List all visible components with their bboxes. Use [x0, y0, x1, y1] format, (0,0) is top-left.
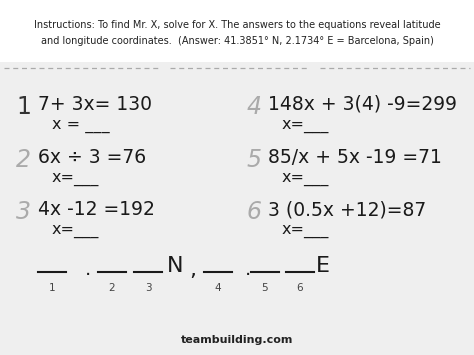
- Text: x=___: x=___: [282, 118, 329, 133]
- Text: teambuilding.com: teambuilding.com: [181, 335, 293, 345]
- Text: .: .: [245, 260, 251, 279]
- Text: 3 (0.5x +12)=87: 3 (0.5x +12)=87: [268, 200, 426, 219]
- Text: x=___: x=___: [52, 223, 100, 238]
- Text: x=___: x=___: [282, 171, 329, 186]
- Text: 4: 4: [247, 95, 262, 119]
- Text: E: E: [316, 256, 330, 276]
- Text: N: N: [167, 256, 183, 276]
- Text: 1: 1: [16, 95, 31, 119]
- Text: 6: 6: [297, 283, 303, 293]
- Text: 2: 2: [109, 283, 115, 293]
- Text: 4x -12 =192: 4x -12 =192: [38, 200, 155, 219]
- Text: ,: ,: [190, 260, 197, 280]
- Text: 85/x + 5x -19 =71: 85/x + 5x -19 =71: [268, 148, 442, 167]
- Text: 6x ÷ 3 =76: 6x ÷ 3 =76: [38, 148, 146, 167]
- Text: Instructions: To find Mr. X, solve for X. The answers to the equations reveal la: Instructions: To find Mr. X, solve for X…: [34, 20, 440, 30]
- Text: 2: 2: [16, 148, 31, 172]
- Text: and longitude coordinates.  (Answer: 41.3851° N, 2.1734° E = Barcelona, Spain): and longitude coordinates. (Answer: 41.3…: [41, 36, 433, 46]
- Text: 1: 1: [49, 283, 55, 293]
- Bar: [0, 0, 474, 62]
- Text: 3: 3: [145, 283, 151, 293]
- Text: 7+ 3x= 130: 7+ 3x= 130: [38, 95, 152, 114]
- Text: .: .: [85, 260, 91, 279]
- Text: 5: 5: [247, 148, 262, 172]
- Text: 4: 4: [215, 283, 221, 293]
- Text: x=___: x=___: [52, 171, 100, 186]
- Text: 3: 3: [16, 200, 31, 224]
- Text: x=___: x=___: [282, 223, 329, 238]
- Text: x = ___: x = ___: [52, 118, 109, 133]
- Text: 6: 6: [247, 200, 262, 224]
- Text: 5: 5: [262, 283, 268, 293]
- Text: 148x + 3(4) -9=299: 148x + 3(4) -9=299: [268, 95, 457, 114]
